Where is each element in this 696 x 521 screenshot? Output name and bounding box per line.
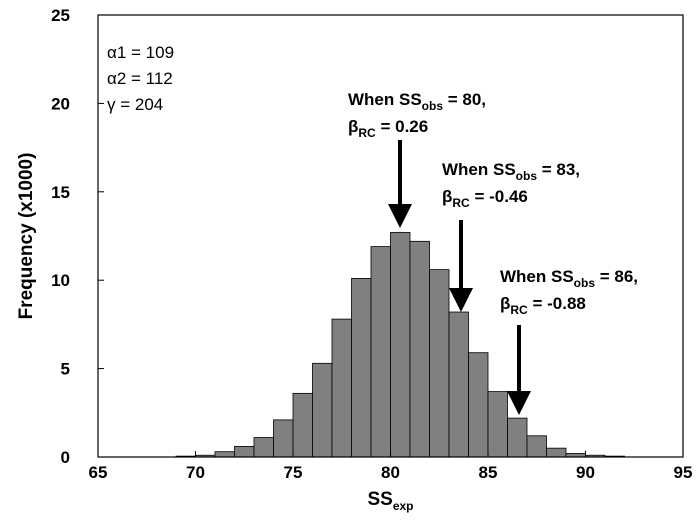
x-tick-label: 70 [186,463,205,482]
bar [234,445,255,458]
annotation: βRC = -0.88 [500,294,586,317]
y-axis-label: Frequency (x1000) [16,153,37,320]
bar [546,447,567,458]
bar [214,451,235,458]
x-axis-label-sub: exp [393,499,414,513]
bar [468,352,489,458]
annotation-part: β [348,117,358,136]
x-tick-label: 75 [284,463,303,482]
x-tick-label: 65 [89,463,108,482]
annotation: When SSobs = 80, [348,90,486,113]
y-tick-label: 25 [51,6,70,25]
y-tick-label: 0 [61,448,70,467]
bar [370,246,391,458]
y-tick-label: 15 [51,183,70,202]
annotation-sub: RC [510,303,528,317]
annotation-part: = 0.26 [376,117,428,136]
bar [351,278,372,458]
annotation-sub: obs [516,169,538,183]
x-tick-label: 95 [674,463,693,482]
annotation-part: = 80, [443,90,486,109]
x-tick-label: 90 [576,463,595,482]
x-axis-label: SSexp [367,489,413,513]
annotation-part: β [442,187,452,206]
annotation-part: When SS [500,267,574,286]
annotation-sub: RC [452,196,470,210]
stat-text: α1 = 109 [107,43,174,62]
bar [409,240,430,458]
x-axis-label-main: SS [367,489,392,510]
annotation-part: = -0.88 [528,294,586,313]
annotation-sub: RC [358,126,376,140]
x-tick-label: 85 [479,463,498,482]
annotation-part: = 83, [537,160,580,179]
annotation: When SSobs = 83, [442,160,580,183]
annotation-sub: obs [422,99,444,113]
y-tick-label: 20 [51,94,70,113]
y-tick-label: 10 [51,271,70,290]
bar [273,419,294,458]
annotation: βRC = -0.46 [442,187,528,210]
bar [331,318,352,458]
bar [507,417,528,458]
annotation: When SSobs = 86, [500,267,638,290]
bar [429,269,450,458]
annotation-part: β [500,294,510,313]
bar [487,391,508,458]
annotation-part: = -0.46 [470,187,528,206]
bar [312,362,333,458]
x-tick-label: 80 [381,463,400,482]
stat-text: γ = 204 [107,95,163,114]
bar [526,435,547,458]
bar [390,232,411,458]
annotation-part: When SS [348,90,422,109]
bar [292,392,313,458]
annotation-sub: obs [574,276,596,290]
bar [448,311,469,458]
bar [253,437,274,458]
annotation-part: = 86, [595,267,638,286]
annotation-part: When SS [442,160,516,179]
stat-text: α2 = 112 [107,69,173,88]
y-tick-label: 5 [61,360,70,379]
annotation: βRC = 0.26 [348,117,428,140]
